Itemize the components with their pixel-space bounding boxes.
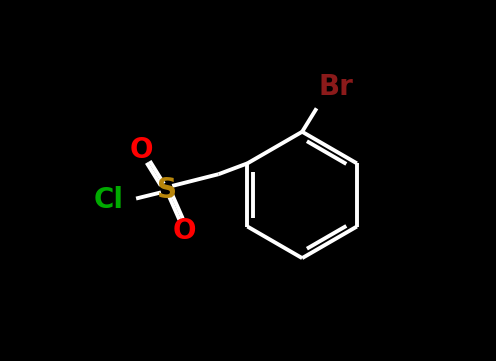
Text: O: O (172, 217, 196, 245)
Text: Br: Br (318, 73, 353, 101)
Text: S: S (157, 175, 177, 204)
Text: O: O (130, 136, 153, 164)
Text: Cl: Cl (93, 186, 124, 214)
